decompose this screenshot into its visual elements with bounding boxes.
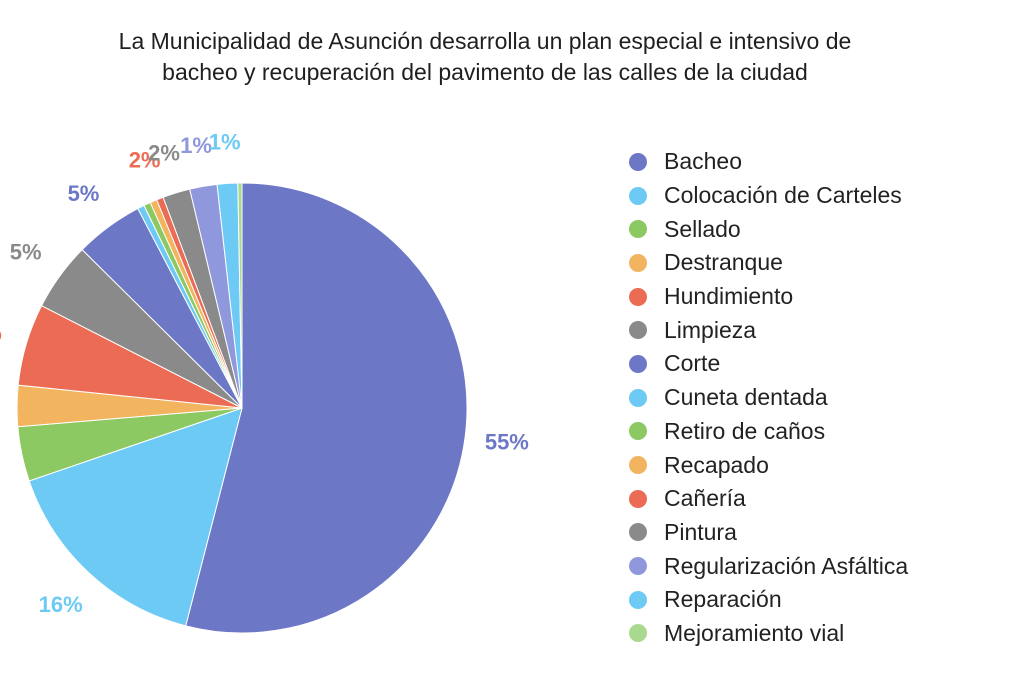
legend-item-mejoramiento-vial: Mejoramiento vial: [625, 617, 908, 651]
legend-label: Pintura: [664, 518, 737, 545]
legend-swatch: [629, 523, 647, 542]
slice-label-limpieza: 5%: [10, 239, 42, 264]
legend-swatch: [629, 624, 647, 643]
legend-swatch: [629, 186, 647, 205]
slice-label-hundimiento: 6%: [0, 320, 2, 345]
legend-item-retiro-de-canos: Retiro de caños: [625, 415, 908, 449]
legend-swatch: [629, 287, 647, 306]
legend-label: Regularización Asfáltica: [664, 552, 909, 579]
legend-item-hundimiento: Hundimiento: [625, 280, 908, 314]
legend-item-reparacion: Reparación: [625, 583, 908, 617]
legend-item-sellado: Sellado: [625, 212, 908, 246]
legend-label: Cañería: [664, 485, 746, 512]
legend-swatch: [629, 354, 647, 373]
legend-label: Retiro de caños: [664, 417, 826, 444]
legend-item-bacheo: Bacheo: [625, 145, 908, 179]
legend-item-corte: Corte: [625, 347, 908, 381]
slice-label-pintura: 2%: [148, 141, 180, 166]
legend-swatch: [629, 557, 647, 576]
pie-slice-bacheo: [185, 182, 468, 634]
chart-title-line-1: La Municipalidad de Asunción desarrolla …: [118, 28, 852, 54]
legend-swatch: [629, 253, 647, 272]
legend-swatch: [629, 388, 647, 407]
legend-label: Hundimiento: [664, 283, 794, 310]
legend: Bacheo Colocación de Carteles Sellado Destr…: [625, 145, 908, 650]
legend-label: Mejoramiento vial: [664, 619, 845, 646]
legend-label: Limpieza: [664, 316, 757, 343]
slice-label-regularizacion-asfaltica: 1%: [180, 133, 212, 158]
legend-label: Sellado: [664, 215, 741, 242]
legend-swatch: [629, 422, 647, 441]
legend-item-recapado: Recapado: [625, 448, 908, 482]
legend-swatch: [629, 220, 647, 239]
legend-swatch: [629, 489, 647, 508]
chart-title-line-2: bacheo y recuperación del pavimento de l…: [162, 59, 808, 85]
legend-label: Bacheo: [664, 148, 743, 175]
slice-label-bacheo: 55%: [485, 430, 529, 455]
pie-slice-colocacion-de-carteles: [28, 407, 243, 627]
legend-item-cuneta-dentada: Cuneta dentada: [625, 381, 908, 415]
legend-item-regularizacion-asfaltica: Regularización Asfáltica: [625, 549, 908, 583]
legend-swatch: [629, 321, 647, 340]
chart-title: La Municipalidad de Asunción desarrolla …: [0, 26, 970, 88]
legend-label: Cuneta dentada: [664, 384, 828, 411]
pie-slice-mejoramiento-vial: [237, 182, 243, 409]
legend-item-caneria: Cañería: [625, 482, 908, 516]
slice-label-caneria: 2%: [129, 147, 161, 172]
legend-label: Destranque: [664, 249, 783, 276]
legend-label: Recapado: [664, 451, 769, 478]
legend-label: Corte: [664, 350, 721, 377]
legend-item-limpieza: Limpieza: [625, 313, 908, 347]
slice-label-colocacion-de-carteles: 16%: [39, 592, 83, 617]
legend-label: Reparación: [664, 586, 782, 613]
legend-item-destranque: Destranque: [625, 246, 908, 280]
slice-label-reparacion: 1%: [209, 130, 241, 155]
legend-swatch: [629, 590, 647, 609]
legend-item-pintura: Pintura: [625, 516, 908, 550]
legend-label: Colocación de Carteles: [664, 182, 902, 209]
slice-label-corte: 5%: [68, 181, 100, 206]
legend-swatch: [629, 152, 647, 171]
legend-item-colocacion-de-carteles: Colocación de Carteles: [625, 179, 908, 213]
legend-swatch: [629, 456, 647, 475]
